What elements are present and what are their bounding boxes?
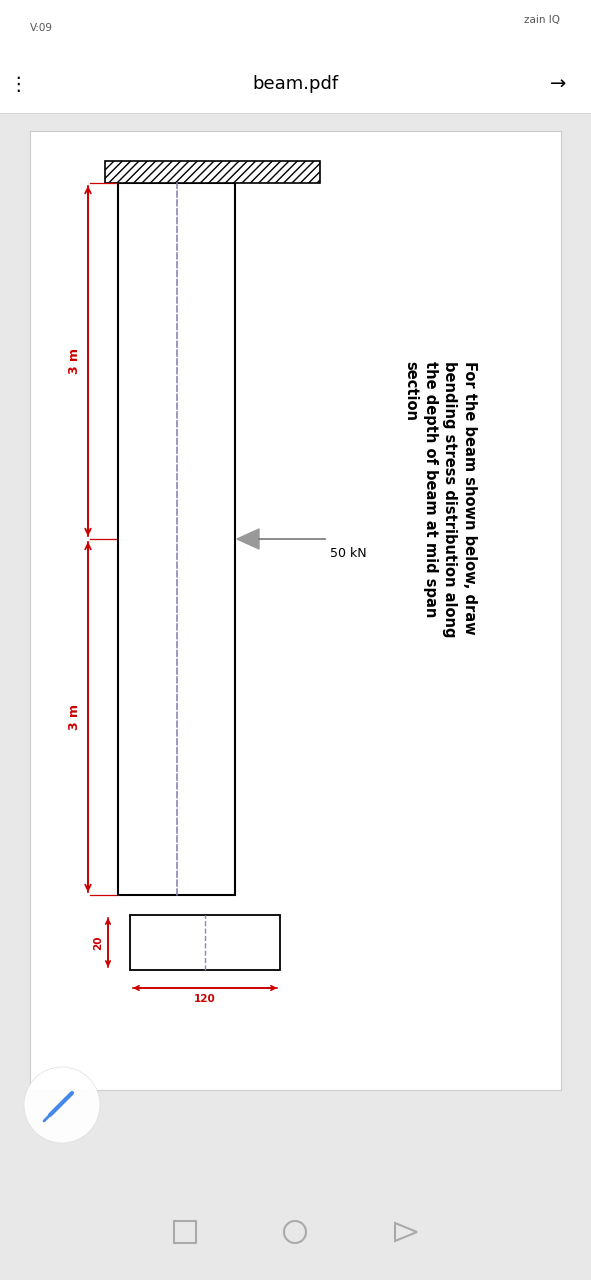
Bar xyxy=(174,1221,196,1243)
Bar xyxy=(105,161,320,183)
Text: For the beam shown below, draw
bending stress distribution along
the depth of be: For the beam shown below, draw bending s… xyxy=(403,361,477,637)
Bar xyxy=(0,55,591,113)
Text: 3 m: 3 m xyxy=(67,704,80,730)
Text: 120: 120 xyxy=(194,995,216,1004)
Text: →: → xyxy=(550,74,566,93)
Bar xyxy=(0,1185,591,1280)
Text: zain IQ: zain IQ xyxy=(524,15,560,26)
Circle shape xyxy=(24,1068,100,1143)
Text: beam.pdf: beam.pdf xyxy=(252,76,338,93)
Bar xyxy=(118,183,235,895)
Bar xyxy=(30,131,561,1091)
Text: 20: 20 xyxy=(93,936,103,950)
Text: 50 kN: 50 kN xyxy=(330,547,366,561)
Bar xyxy=(0,0,591,55)
Polygon shape xyxy=(237,529,259,549)
Bar xyxy=(130,915,280,970)
Text: V:09: V:09 xyxy=(30,23,53,33)
Text: ⋮: ⋮ xyxy=(8,74,28,93)
Text: 3 m: 3 m xyxy=(67,348,80,374)
